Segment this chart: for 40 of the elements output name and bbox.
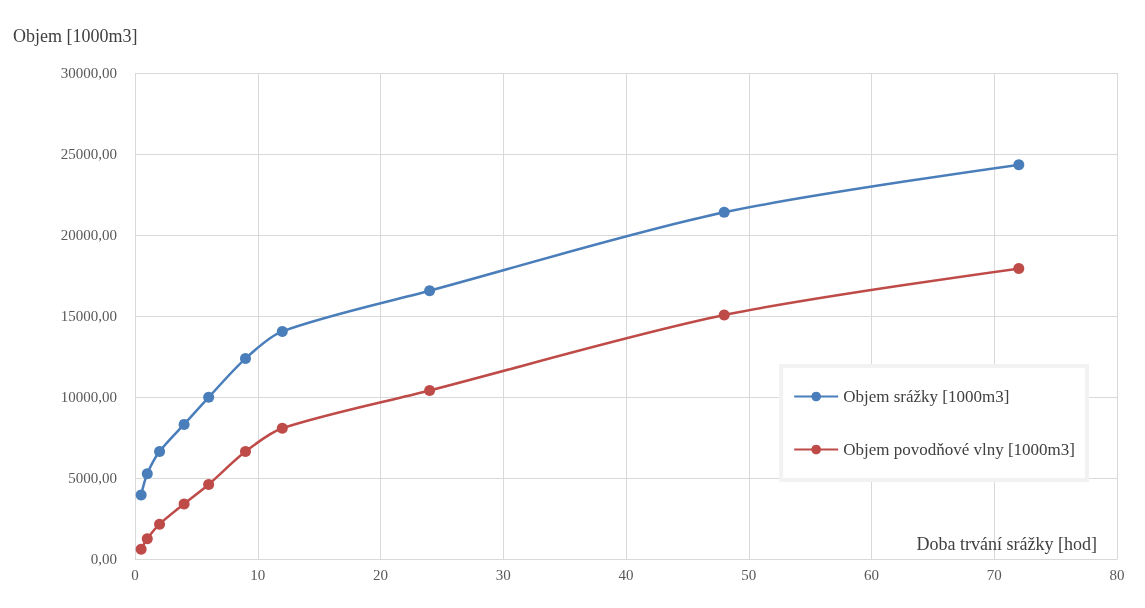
x-tick-label: 60	[864, 566, 879, 583]
point	[239, 353, 251, 365]
y-tick-label: 0,00	[90, 551, 117, 567]
x-tick-label: 40	[618, 566, 634, 583]
point	[203, 391, 215, 403]
point	[1013, 263, 1025, 275]
point	[424, 385, 436, 397]
x-axis-title: Doba trvání srážky [hod]	[916, 534, 1097, 554]
y-tick-label: 5000,00	[68, 470, 117, 486]
point	[424, 285, 436, 297]
point	[718, 309, 730, 321]
point	[239, 446, 251, 458]
legend-label: Objem povodňové vlny [1000m3]	[843, 440, 1076, 459]
point	[141, 533, 153, 545]
x-tick-label: 70	[986, 566, 1002, 583]
x-tick-label: 10	[250, 566, 266, 583]
y-tick-label: 15000,00	[60, 308, 117, 324]
y-tick-label: 30000,00	[60, 65, 117, 81]
point	[1013, 159, 1025, 171]
y-tick-label: 25000,00	[60, 146, 117, 162]
legend-label: Objem srážky [1000m3]	[843, 387, 1010, 406]
y-axis-title: Objem [1000m3]	[13, 26, 138, 46]
point	[276, 422, 288, 434]
y-tick-label: 20000,00	[60, 227, 117, 243]
point	[154, 446, 166, 458]
point	[141, 468, 153, 480]
point	[135, 543, 147, 555]
point	[178, 418, 190, 430]
point	[178, 498, 190, 510]
x-tick-label: 20	[373, 566, 388, 583]
x-tick-label: 0	[131, 566, 139, 583]
point	[135, 489, 147, 501]
x-tick-label: 80	[1109, 566, 1125, 583]
point	[276, 325, 288, 337]
point	[154, 518, 166, 530]
point	[203, 478, 215, 490]
point	[718, 206, 730, 218]
x-tick-label: 50	[741, 566, 757, 583]
x-tick-label: 30	[495, 566, 511, 583]
y-tick-label: 10000,00	[60, 389, 117, 405]
